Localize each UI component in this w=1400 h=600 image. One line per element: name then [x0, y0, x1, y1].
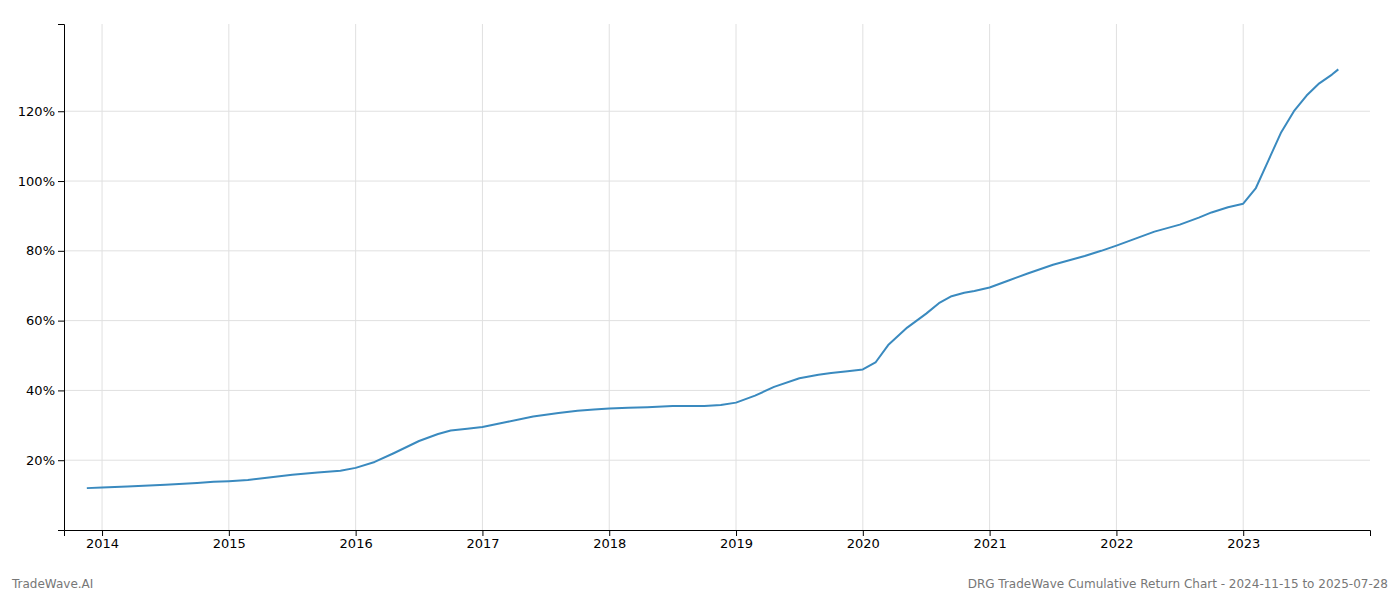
y-tick-label: 20%	[26, 453, 55, 468]
grid-line-y	[64, 460, 1370, 461]
y-tick: 20%	[26, 453, 64, 468]
y-tick: 40%	[26, 383, 64, 398]
x-tick-label: 2014	[86, 536, 119, 551]
grid-line-x	[862, 24, 863, 530]
grid-line-x	[355, 24, 356, 530]
x-tick: 2021	[974, 530, 1007, 551]
y-tick: 80%	[26, 243, 64, 258]
y-tick-mark	[58, 390, 64, 391]
y-tick-label: 120%	[18, 104, 55, 119]
y-axis: 20% 40% 60% 80% 100% 120%	[18, 25, 65, 531]
y-tick: 120%	[18, 104, 64, 119]
grid-line-x	[102, 24, 103, 530]
footer-text: DRG TradeWave Cumulative Return Chart - …	[968, 577, 1388, 591]
y-tick: 60%	[26, 313, 64, 328]
y-tick-label: 60%	[26, 313, 55, 328]
grid-line-y	[64, 111, 1370, 112]
grid-line-x	[1243, 24, 1244, 530]
x-tick-mark	[482, 530, 483, 536]
x-tick-label: 2022	[1100, 536, 1133, 551]
x-tick-mark	[102, 530, 103, 536]
x-tick: 2014	[86, 530, 119, 551]
x-tick-mark	[356, 530, 357, 536]
x-tick-mark	[990, 530, 991, 536]
y-tick-label: 40%	[26, 383, 55, 398]
x-tick-label: 2019	[720, 536, 753, 551]
x-tick-label: 2015	[213, 536, 246, 551]
x-tick-label: 2021	[974, 536, 1007, 551]
grid-line-y	[64, 181, 1370, 182]
x-tick: 2017	[466, 530, 499, 551]
y-tick-mark	[58, 111, 64, 112]
x-tick-label: 2017	[466, 536, 499, 551]
x-tick-label: 2018	[593, 536, 626, 551]
grid-line-y	[64, 250, 1370, 251]
x-tick-label: 2023	[1227, 536, 1260, 551]
x-tick-mark	[1116, 530, 1117, 536]
x-tick-mark	[1243, 530, 1244, 536]
chart: 2014 2015 2016 2017 2018 2019 2020 2021 2022 2023…	[0, 0, 1400, 600]
x-tick-mark	[736, 530, 737, 536]
marks	[87, 69, 1338, 488]
y-tick-label: 80%	[26, 243, 55, 258]
x-tick-mark	[863, 530, 864, 536]
x-axis-line	[65, 531, 1371, 537]
grid-line-y	[64, 390, 1370, 391]
x-tick: 2020	[847, 530, 880, 551]
x-tick: 2023	[1227, 530, 1260, 551]
y-tick-mark	[58, 460, 64, 461]
y-tick-mark	[58, 251, 64, 252]
x-tick: 2018	[593, 530, 626, 551]
x-tick-label: 2016	[340, 536, 373, 551]
x-tick-mark	[229, 530, 230, 536]
y-tick-mark	[58, 321, 64, 322]
x-axis: 2014 2015 2016 2017 2018 2019 2020 2021 2022 2023	[65, 530, 1371, 551]
y-axis-line	[58, 25, 65, 531]
grid-line-x	[736, 24, 737, 530]
x-tick: 2019	[720, 530, 753, 551]
plot: 2014 2015 2016 2017 2018 2019 2020 2021 2022 2023…	[18, 24, 1371, 551]
grid-line-x	[228, 24, 229, 530]
line	[87, 69, 1338, 488]
grid-line-x	[989, 24, 990, 530]
x-tick-mark	[609, 530, 610, 536]
footer-text: TradeWave.AI	[11, 577, 93, 591]
x-tick: 2016	[340, 530, 373, 551]
grid-line-y	[64, 320, 1370, 321]
grid-line-x	[609, 24, 610, 530]
grid-line-x	[482, 24, 483, 530]
y-tick-mark	[58, 181, 64, 182]
grid	[64, 24, 1370, 530]
y-tick: 100%	[18, 174, 64, 189]
x-tick: 2022	[1100, 530, 1133, 551]
y-tick-label: 100%	[18, 174, 55, 189]
grid-line-x	[1116, 24, 1117, 530]
x-tick-label: 2020	[847, 536, 880, 551]
x-tick: 2015	[213, 530, 246, 551]
